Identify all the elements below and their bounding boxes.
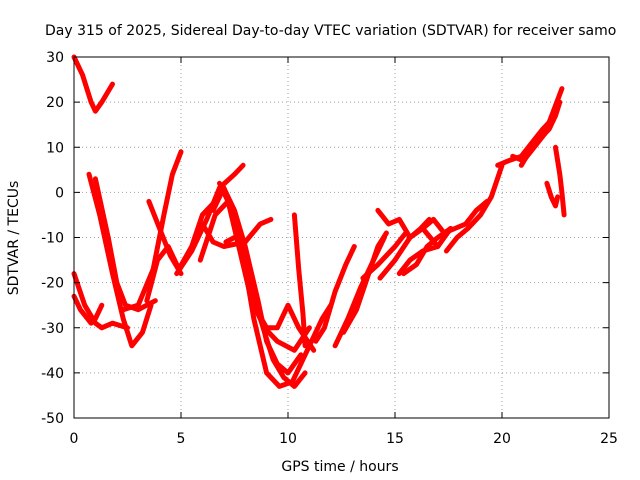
y-tick-label: -20 — [41, 276, 64, 292]
series-line-arc-25 — [375, 207, 441, 249]
series-line-arc-06 — [120, 149, 184, 313]
x-tick-label: 10 — [279, 431, 297, 447]
series-line-arc-08 — [146, 198, 184, 277]
x-tick-label: 15 — [386, 431, 404, 447]
series-line-arc-05 — [92, 176, 158, 313]
x-tick-label: 20 — [493, 431, 511, 447]
series-line-arc-26 — [396, 226, 454, 277]
series-line-arc-15 — [251, 302, 317, 353]
y-tick-label: 0 — [55, 185, 64, 201]
y-axis-label: SDTVAR / TECUs — [6, 181, 22, 296]
y-tick-label: -50 — [41, 411, 64, 427]
series-line-arc-04 — [86, 171, 154, 349]
tick-marks — [73, 56, 610, 419]
x-tick-label: 0 — [70, 431, 79, 447]
y-tick-labels: -50 -40 -30 -20 -10 0 10 20 30 — [41, 50, 64, 427]
y-tick-label: 20 — [46, 95, 64, 111]
y-tick-label: 30 — [46, 50, 64, 66]
series-group — [71, 54, 567, 389]
series-line-arc-09 — [174, 162, 246, 277]
series-line-arc-29 — [495, 117, 554, 168]
x-tick-label: 25 — [600, 431, 618, 447]
series-line-arc-28 — [443, 162, 505, 254]
series-line-arc-10 — [189, 221, 248, 254]
series-line-arc-22 — [360, 230, 409, 281]
series-line-arc-19 — [313, 244, 357, 344]
chart-title: Day 315 of 2025, Sidereal Day-to-day VTE… — [45, 23, 616, 39]
x-axis-label: GPS time / hours — [281, 459, 398, 475]
series-line-arc-27 — [420, 198, 490, 236]
series-line-arc-24 — [401, 226, 454, 277]
y-tick-label: -40 — [41, 366, 64, 382]
series-line-arc-32 — [544, 180, 561, 209]
grid-lines — [74, 57, 609, 418]
series-line-arc-17 — [291, 212, 308, 349]
series-line-arc-33 — [553, 144, 567, 218]
series-line-arc-01 — [71, 54, 115, 114]
y-tick-label: -30 — [41, 321, 64, 337]
x-tick-label: 5 — [177, 431, 186, 447]
series-line-arc-31 — [518, 99, 563, 168]
series-line-arc-14 — [221, 185, 304, 389]
series-line-arc-03 — [71, 293, 105, 326]
y-tick-label: -10 — [41, 231, 64, 247]
y-tick-label: 10 — [46, 140, 64, 156]
x-tick-labels: 0 5 10 15 20 25 — [70, 431, 618, 447]
series-line-arc-16 — [223, 216, 274, 245]
series-line-arc-02 — [71, 271, 130, 331]
series-line-arc-21 — [341, 230, 389, 335]
